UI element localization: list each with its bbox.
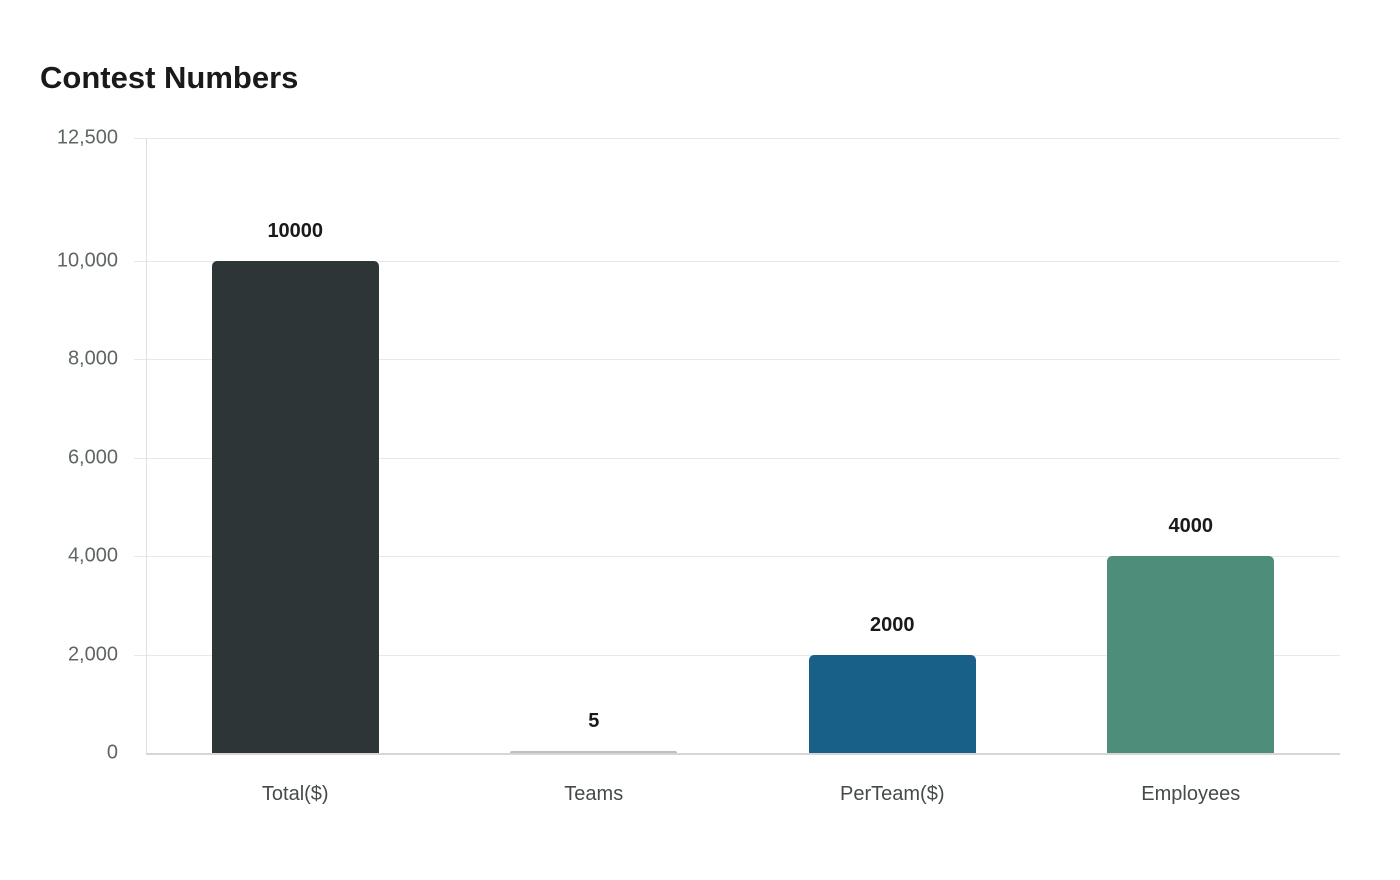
value-label: 2000 (870, 613, 915, 636)
y-tick-label: 4,000 (67, 544, 118, 567)
x-tick-label: PerTeam($) (840, 783, 945, 805)
gridline (134, 457, 1340, 459)
bar-perteam[interactable] (808, 654, 976, 753)
bar-employees[interactable] (1107, 556, 1275, 753)
value-label: 5 (588, 710, 600, 732)
x-tick-label: Teams (564, 783, 624, 805)
gridline (134, 654, 1340, 656)
gridline (134, 359, 1340, 361)
x-tick-label: Employees (1141, 783, 1241, 805)
chart-title: Contest Numbers (40, 60, 299, 95)
gridline (134, 261, 1340, 262)
gridline (134, 138, 1340, 139)
y-tick-label: 8,000 (67, 347, 118, 370)
value-label: 4000 (1168, 515, 1214, 538)
y-tick-label: 2,000 (67, 643, 118, 666)
y-axis-line (146, 138, 147, 753)
value-label: 10000 (267, 220, 324, 242)
y-tick-label: 6,000 (67, 446, 118, 469)
bar-total[interactable] (211, 261, 379, 753)
x-tick-label: Total($) (261, 783, 329, 805)
gridline (134, 556, 1340, 558)
y-tick-label: 0 (106, 741, 118, 764)
bar-teams[interactable] (510, 751, 678, 753)
y-tick-label: 12,500 (56, 126, 118, 149)
y-tick-label: 10,000 (56, 249, 118, 272)
x-axis-line (146, 753, 1340, 755)
